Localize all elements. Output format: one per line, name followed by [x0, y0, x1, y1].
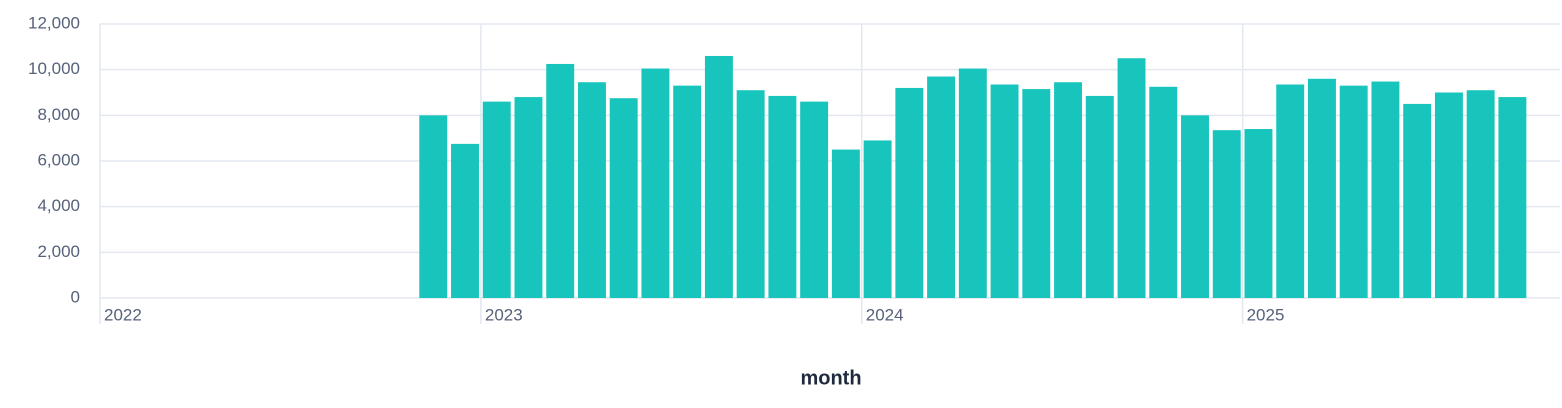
bar [990, 84, 1019, 298]
bar [927, 76, 956, 299]
bar [609, 98, 638, 298]
y-tick-label: 6,000 [37, 150, 80, 169]
bar [1117, 58, 1146, 298]
bar [1212, 130, 1241, 298]
bar [673, 85, 702, 299]
bar [736, 90, 765, 298]
y-tick-label: 12,000 [28, 13, 80, 32]
bar [1434, 92, 1463, 298]
x-tick-label: 2022 [104, 305, 142, 324]
bar [577, 82, 606, 298]
bar [1149, 86, 1178, 299]
bar [1054, 82, 1083, 298]
bar [1307, 78, 1336, 298]
bar [451, 143, 479, 298]
bar [863, 140, 892, 298]
bar [1466, 90, 1495, 298]
y-tick-label: 2,000 [37, 242, 80, 261]
bar [514, 97, 543, 298]
y-tick-label: 0 [71, 287, 80, 306]
y-tick-label: 4,000 [37, 196, 80, 215]
bar [800, 101, 829, 298]
bar [1085, 95, 1114, 298]
y-tick-label: 10,000 [28, 59, 80, 78]
bar [1339, 85, 1368, 299]
bar [1403, 103, 1432, 299]
bar [958, 68, 987, 299]
bar [546, 63, 575, 299]
y-tick-label: 8,000 [37, 105, 80, 124]
x-tick-label: 2023 [485, 305, 523, 324]
bar [641, 68, 670, 299]
x-tick-label: 2025 [1247, 305, 1285, 324]
bar [1498, 97, 1527, 298]
bar [768, 95, 797, 298]
bar [1022, 89, 1051, 298]
bar [419, 115, 448, 298]
x-axis-title: month [800, 367, 861, 389]
bar [831, 149, 860, 298]
bar [1244, 129, 1273, 298]
bar [1371, 81, 1400, 298]
bar [704, 55, 733, 298]
bar [1181, 115, 1209, 298]
bar [1276, 84, 1305, 298]
x-tick-label: 2024 [866, 305, 904, 324]
bar [482, 101, 511, 298]
bar [895, 87, 924, 298]
